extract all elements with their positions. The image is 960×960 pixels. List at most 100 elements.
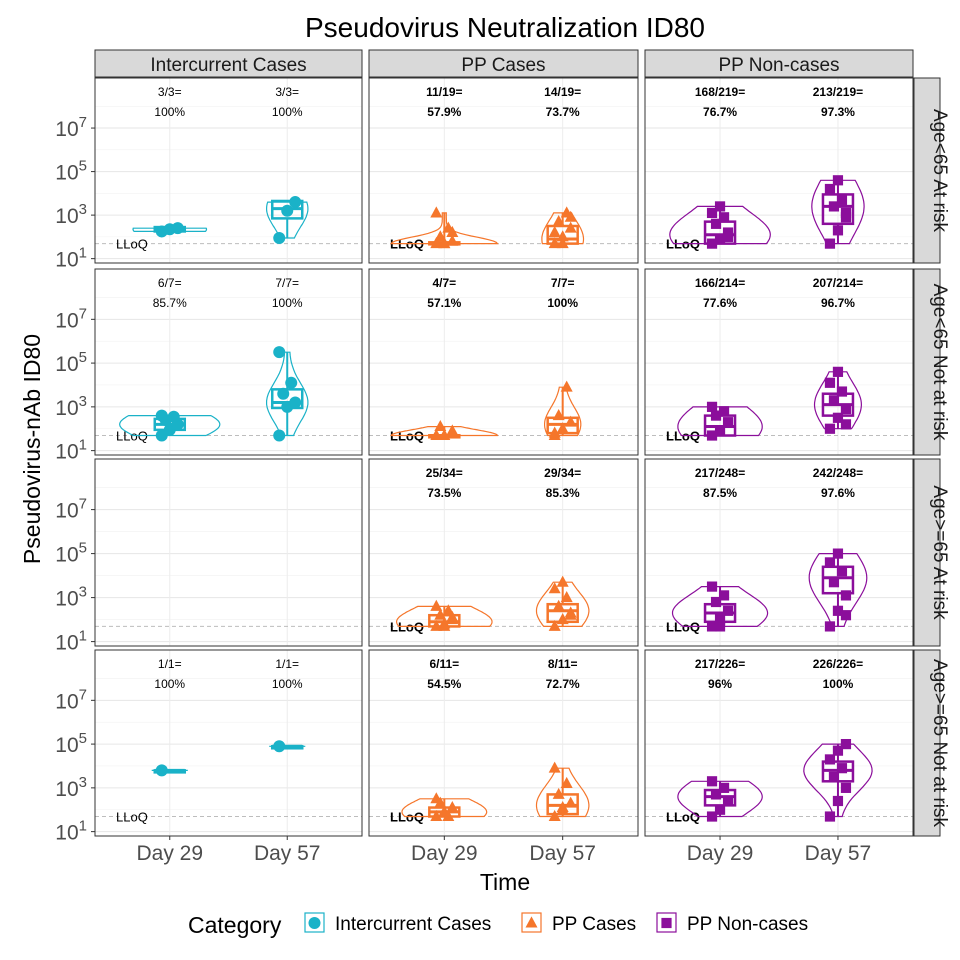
violin: [119, 415, 221, 437]
data-point: [836, 194, 848, 205]
y-tick-label: 105: [55, 349, 87, 376]
ratio-label: 8/11=: [548, 657, 578, 671]
y-tick-label: 101: [55, 628, 87, 655]
violin: [677, 406, 763, 437]
panel-border: [644, 458, 914, 647]
panel-background: [95, 650, 362, 836]
ratio-percent: 87.5%: [703, 486, 737, 500]
data-point: [556, 575, 569, 587]
violin: [390, 426, 499, 437]
y-tick-label: 107: [55, 114, 87, 141]
data-point: [714, 233, 726, 245]
facet-panel: LLoQ 3/3= 100% 3/3= 100%: [94, 77, 363, 264]
data-point: [556, 800, 569, 813]
data-point: [824, 754, 836, 765]
data-point: [824, 183, 836, 195]
y-tick-label: 107: [55, 305, 87, 332]
data-point: [836, 763, 848, 774]
ratio-percent: 100%: [823, 677, 854, 691]
data-point: [438, 428, 451, 441]
data-point: [556, 613, 569, 625]
panel-border: [368, 649, 639, 837]
data-point: [552, 787, 565, 799]
violin: [535, 581, 590, 627]
data-point: [718, 590, 730, 601]
legend-title: Category: [188, 912, 282, 938]
panel-background: [369, 650, 638, 836]
y-tick-label: 107: [55, 686, 87, 713]
data-point: [548, 619, 561, 631]
data-point: [832, 745, 844, 756]
panel-border: [368, 458, 639, 647]
data-point: [434, 419, 447, 432]
data-point: [824, 238, 836, 249]
data-point: [836, 566, 848, 577]
data-point: [706, 430, 718, 441]
data-point: [289, 196, 302, 209]
panel-border: [368, 268, 639, 456]
data-point: [430, 428, 443, 441]
panel-background: [95, 459, 362, 646]
ratio-percent: 57.1%: [427, 296, 461, 310]
ratio-percent: 76.7%: [703, 105, 737, 119]
lloq-label: LLoQ: [116, 810, 148, 825]
data-point: [722, 231, 734, 242]
data-point: [434, 230, 447, 242]
row-strip: [913, 649, 941, 837]
data-point: [171, 222, 184, 235]
data-point: [714, 621, 726, 632]
violin: [813, 371, 863, 430]
data-point: [714, 614, 726, 625]
ratio-label: 14/19=: [544, 85, 581, 99]
facet-panel: [94, 458, 363, 647]
data-point: [281, 204, 294, 217]
legend: Category Intercurrent Cases PP Cases PP No…: [188, 912, 808, 938]
ratio-label: 242/248=: [813, 466, 863, 480]
row-strip-label: Age>=65 At risk: [929, 485, 950, 620]
panel-border: [94, 77, 363, 264]
ratio-label: 207/214=: [813, 276, 863, 290]
data-point: [438, 619, 451, 631]
data-point: [710, 410, 722, 421]
row-strip: [913, 77, 941, 264]
y-tick-label: 105: [55, 158, 87, 185]
data-point: [564, 221, 577, 233]
panel-background: [95, 269, 362, 455]
panel-background: [369, 269, 638, 455]
y-tick-label: 101: [55, 818, 87, 845]
data-point: [722, 795, 734, 807]
violin: [677, 780, 763, 818]
legend-marker: [525, 916, 538, 928]
data-point: [840, 590, 852, 601]
data-point: [706, 238, 718, 249]
chart-title: Pseudovirus Neutralization ID80: [305, 12, 705, 43]
data-point: [718, 212, 730, 223]
row-strip: [913, 458, 941, 647]
ratio-label: 7/7=: [551, 276, 575, 290]
box: [821, 193, 855, 226]
data-point: [710, 789, 722, 800]
data-point: [430, 237, 443, 249]
data-point: [706, 776, 718, 787]
data-point: [446, 225, 459, 238]
data-point: [714, 201, 726, 212]
ratio-percent: 96.7%: [821, 296, 855, 310]
y-tick-label: 105: [55, 730, 87, 757]
data-point: [564, 608, 577, 620]
data-point: [840, 738, 852, 750]
data-point: [430, 599, 443, 611]
panel-background: [645, 269, 913, 455]
data-point: [564, 415, 577, 427]
ratio-label: 6/7=: [158, 276, 182, 290]
ratio-label: 7/7=: [275, 276, 299, 290]
x-tick-label: Day 29: [411, 842, 478, 865]
strips-layer: Intercurrent Cases PP Cases PP Non-cases Ag…: [94, 49, 950, 837]
data-point: [564, 796, 577, 808]
ratio-percent: 100%: [154, 677, 185, 691]
data-point: [560, 380, 573, 392]
panels-layer: LLoQ 3/3= 100% 3/3= 100% LLoQ 11/19= 57.9% 14/19…: [94, 77, 914, 837]
data-point: [824, 557, 836, 568]
